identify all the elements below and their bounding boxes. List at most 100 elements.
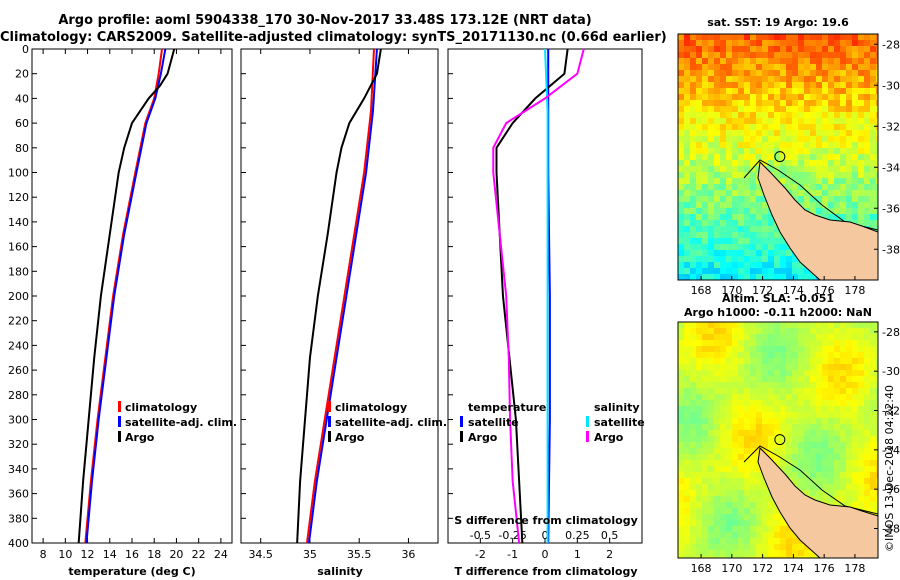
map-cell — [684, 118, 690, 124]
map-cell — [756, 226, 762, 232]
map-cell — [852, 154, 858, 160]
map-cell — [750, 166, 756, 172]
map-cell — [732, 178, 738, 184]
legend-satellite-swatch — [328, 416, 331, 427]
map-cell — [822, 178, 828, 184]
map-cell — [876, 340, 878, 346]
map-cell — [876, 436, 878, 442]
y-tick-label: 260 — [8, 364, 29, 377]
map-cell — [792, 328, 798, 334]
map-cell — [762, 130, 768, 136]
map-cell — [738, 106, 744, 112]
map-cell — [684, 352, 690, 358]
map-cell — [744, 214, 750, 220]
map-cell — [768, 274, 774, 280]
map-cell — [786, 346, 792, 352]
map-cell — [768, 394, 774, 400]
map-cell — [684, 136, 690, 142]
series-line-satellite-adj-clim- — [85, 48, 167, 544]
map-cell — [732, 94, 738, 100]
map-cell — [810, 418, 816, 424]
map-cell — [846, 418, 852, 424]
map-cell — [750, 130, 756, 136]
map-cell — [750, 520, 756, 526]
map-cell — [756, 538, 762, 544]
map-cell — [846, 166, 852, 172]
map-cell — [852, 490, 858, 496]
map-cell — [714, 106, 720, 112]
map-cell — [852, 34, 858, 40]
map-cell — [876, 124, 878, 130]
map-cell — [762, 226, 768, 232]
map-cell — [762, 322, 768, 328]
map-cell — [714, 52, 720, 58]
map-cell — [798, 88, 804, 94]
y-tick-label: 400 — [8, 537, 29, 550]
map-cell — [708, 58, 714, 64]
map-cell — [738, 52, 744, 58]
map-cell — [876, 112, 878, 118]
map-cell — [750, 106, 756, 112]
map-cell — [720, 322, 726, 328]
map-cell — [750, 178, 756, 184]
map-cell — [852, 454, 858, 460]
map-cell — [810, 82, 816, 88]
map-cell — [846, 496, 852, 502]
map-cell — [852, 430, 858, 436]
map-cell — [732, 70, 738, 76]
map-cell — [738, 550, 744, 556]
map-cell — [828, 388, 834, 394]
map-cell — [870, 352, 876, 358]
map-cell — [852, 364, 858, 370]
map-cell — [810, 196, 816, 202]
map-cell — [852, 142, 858, 148]
map-cell — [774, 388, 780, 394]
map-cell — [792, 424, 798, 430]
map-cell — [756, 442, 762, 448]
legend-satellite-swatch — [118, 416, 121, 427]
map-cell — [750, 214, 756, 220]
map-cell — [852, 190, 858, 196]
map-cell — [708, 544, 714, 550]
map-cell — [696, 202, 702, 208]
map-cell — [678, 196, 684, 202]
map-cell — [780, 370, 786, 376]
map-cell — [678, 382, 684, 388]
map-cell — [774, 160, 780, 166]
map-cell — [768, 382, 774, 388]
map-cell — [708, 394, 714, 400]
map-cell — [702, 388, 708, 394]
map-cell — [804, 112, 810, 118]
map-cell — [768, 406, 774, 412]
map-cell — [780, 88, 786, 94]
map-cell — [774, 52, 780, 58]
map-cell — [696, 244, 702, 250]
map-cell — [804, 418, 810, 424]
map-cell — [786, 340, 792, 346]
map-cell — [708, 370, 714, 376]
map-cell — [678, 466, 684, 472]
map-cell — [768, 448, 774, 454]
map-cell — [828, 454, 834, 460]
map-cell — [816, 136, 822, 142]
map-cell — [810, 208, 816, 214]
map-cell — [846, 214, 852, 220]
map-y-tick-label: -38 — [882, 523, 900, 536]
y-tick-label: 100 — [8, 167, 29, 180]
map-cell — [822, 460, 828, 466]
map-cell — [786, 358, 792, 364]
map-cell — [852, 496, 858, 502]
map-cell — [678, 412, 684, 418]
map-cell — [756, 472, 762, 478]
map-cell — [786, 412, 792, 418]
map-cell — [816, 52, 822, 58]
map-cell — [876, 202, 878, 208]
map-cell — [816, 166, 822, 172]
map-cell — [690, 424, 696, 430]
map-cell — [870, 406, 876, 412]
map-cell — [864, 184, 870, 190]
map-cell — [678, 394, 684, 400]
map-cell — [858, 166, 864, 172]
map-cell — [786, 46, 792, 52]
map-cell — [822, 478, 828, 484]
